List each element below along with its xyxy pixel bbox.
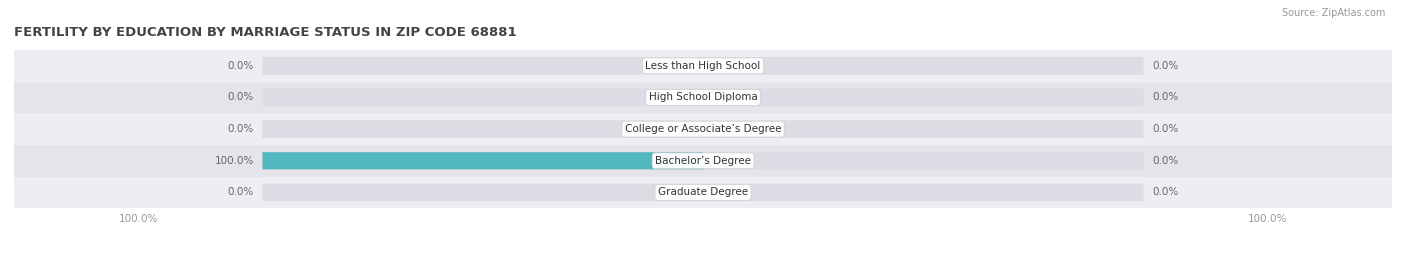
Text: 0.0%: 0.0% (1152, 124, 1178, 134)
Text: 0.0%: 0.0% (228, 93, 254, 102)
Text: College or Associate’s Degree: College or Associate’s Degree (624, 124, 782, 134)
FancyBboxPatch shape (263, 89, 1143, 106)
FancyBboxPatch shape (263, 152, 1143, 170)
FancyBboxPatch shape (263, 152, 703, 169)
Text: 100.0%: 100.0% (215, 156, 254, 166)
Text: 0.0%: 0.0% (1152, 156, 1178, 166)
Text: Source: ZipAtlas.com: Source: ZipAtlas.com (1281, 8, 1385, 18)
Text: Bachelor’s Degree: Bachelor’s Degree (655, 156, 751, 166)
Text: 0.0%: 0.0% (1152, 187, 1178, 197)
FancyBboxPatch shape (263, 183, 1143, 201)
Text: 0.0%: 0.0% (228, 187, 254, 197)
FancyBboxPatch shape (263, 120, 1143, 138)
Text: 0.0%: 0.0% (228, 124, 254, 134)
Text: 0.0%: 0.0% (1152, 61, 1178, 71)
Text: High School Diploma: High School Diploma (648, 93, 758, 102)
Bar (14, 82, 1392, 113)
Bar (14, 176, 1392, 208)
Text: Graduate Degree: Graduate Degree (658, 187, 748, 197)
Text: Less than High School: Less than High School (645, 61, 761, 71)
FancyBboxPatch shape (263, 57, 1143, 75)
Text: 0.0%: 0.0% (228, 61, 254, 71)
Bar (14, 145, 1392, 176)
Text: FERTILITY BY EDUCATION BY MARRIAGE STATUS IN ZIP CODE 68881: FERTILITY BY EDUCATION BY MARRIAGE STATU… (14, 26, 516, 39)
Text: 0.0%: 0.0% (1152, 93, 1178, 102)
Bar (14, 50, 1392, 82)
Bar (14, 113, 1392, 145)
